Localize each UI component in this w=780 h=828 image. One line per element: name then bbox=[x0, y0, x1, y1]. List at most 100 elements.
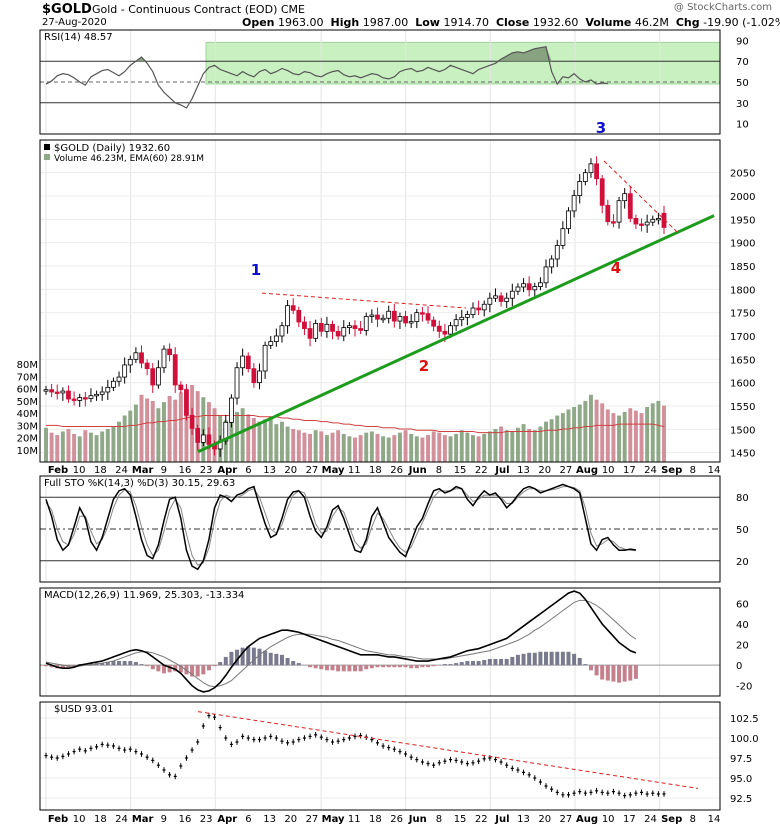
volume-bar bbox=[257, 421, 262, 462]
price-x-tick-label: 24 bbox=[644, 465, 657, 476]
macd-histogram-bar bbox=[510, 656, 515, 666]
volume-bar bbox=[105, 429, 110, 462]
volume-bar bbox=[369, 431, 374, 462]
candle-body bbox=[538, 282, 543, 287]
candle-body bbox=[161, 348, 167, 369]
macd-histogram-bar bbox=[459, 662, 464, 666]
volume-bar bbox=[173, 399, 178, 462]
rsi-y-tick-label: 30 bbox=[736, 99, 749, 110]
price-x-tick-label: 11 bbox=[348, 465, 361, 476]
volume-bar bbox=[386, 437, 391, 462]
candle-body bbox=[594, 163, 599, 180]
macd-histogram-bar bbox=[594, 665, 599, 676]
candle-body bbox=[228, 397, 234, 423]
candle-body bbox=[318, 322, 324, 332]
sto-panel-frame bbox=[39, 475, 721, 583]
price-x-tick-label: 24 bbox=[115, 465, 128, 476]
rsi-y-tick-label: 70 bbox=[736, 57, 749, 68]
candle-body bbox=[391, 310, 397, 322]
volume-bar bbox=[240, 408, 245, 462]
macd-y-tick-label: -20 bbox=[736, 682, 752, 693]
volume-bar bbox=[628, 408, 633, 462]
usd-x-tick-label: Jun bbox=[408, 814, 427, 825]
candle-body bbox=[459, 316, 465, 321]
price-title: $GOLD (Daily) 1932.60 bbox=[54, 143, 170, 154]
macd-y-tick-label: 40 bbox=[736, 620, 749, 631]
candle-body bbox=[172, 354, 178, 386]
price-x-tick-label: 22 bbox=[475, 465, 488, 476]
macd-histogram-bar bbox=[420, 665, 425, 668]
price-x-tick-label: Apr bbox=[217, 465, 237, 476]
candle-body bbox=[431, 319, 437, 327]
candle-body bbox=[504, 297, 510, 302]
macd-histogram-bar bbox=[173, 665, 178, 672]
macd-histogram-bar bbox=[274, 653, 279, 666]
usd-x-tick-label: 27 bbox=[560, 814, 573, 825]
candle-body bbox=[105, 386, 111, 393]
volume-bar bbox=[499, 426, 504, 462]
sto-title: Full STO %K(14,3) %D(3) 30.15, 29.63 bbox=[44, 478, 235, 489]
volume-legend-icon bbox=[44, 154, 50, 160]
volume-bar bbox=[313, 430, 318, 462]
macd-histogram-bar bbox=[167, 665, 172, 673]
candle-body bbox=[380, 317, 386, 321]
candle-body bbox=[167, 348, 173, 356]
volume-ema-line bbox=[46, 415, 665, 434]
volume-bar bbox=[448, 436, 453, 462]
volume-bar bbox=[555, 415, 560, 462]
price-x-tick-label: May bbox=[322, 465, 345, 476]
macd-histogram-bar bbox=[117, 661, 122, 666]
candle-body bbox=[43, 389, 49, 392]
volume-bar bbox=[139, 394, 144, 462]
macd-histogram-bar bbox=[364, 665, 369, 670]
candle-body bbox=[94, 393, 99, 397]
macd-histogram-bar bbox=[139, 664, 144, 666]
candle-body bbox=[279, 325, 285, 337]
macd-y-tick-label: 0 bbox=[736, 661, 742, 672]
volume-bar bbox=[588, 394, 593, 462]
price-y-tick-label: 1850 bbox=[730, 262, 755, 273]
macd-histogram-bar bbox=[577, 657, 582, 666]
candle-body bbox=[324, 323, 330, 332]
candle-body bbox=[509, 290, 515, 299]
resistance-line-1 bbox=[261, 292, 467, 309]
macd-panel-frame bbox=[39, 587, 721, 697]
macd-histogram-bar bbox=[431, 665, 436, 667]
macd-histogram-bar bbox=[386, 665, 391, 668]
macd-histogram-bar bbox=[336, 665, 341, 672]
volume-bar bbox=[476, 436, 481, 462]
volume-bar bbox=[437, 432, 442, 462]
price-x-tick-label: Aug bbox=[576, 465, 598, 476]
macd-histogram-bar bbox=[240, 647, 245, 666]
volume-bar bbox=[72, 433, 77, 462]
candle-body bbox=[358, 328, 364, 331]
volume-bar bbox=[162, 402, 166, 462]
macd-histogram-bar bbox=[572, 653, 577, 666]
usd-x-tick-label: May bbox=[322, 814, 345, 825]
volume-bar bbox=[515, 427, 520, 462]
candle-body bbox=[442, 330, 448, 335]
candle-body bbox=[588, 163, 594, 174]
volume-bar bbox=[251, 418, 256, 462]
volume-bar bbox=[60, 431, 65, 462]
candle-body bbox=[448, 325, 453, 335]
watermark: @ StockCharts.com bbox=[673, 2, 772, 13]
candle-body bbox=[111, 380, 116, 388]
candle-body bbox=[302, 321, 307, 329]
candle-body bbox=[184, 389, 189, 416]
usd-y-tick-label: 97.5 bbox=[730, 754, 752, 765]
volume-bar bbox=[167, 396, 172, 462]
rsi-highlight-band bbox=[205, 41, 721, 85]
volume-bar bbox=[397, 432, 402, 462]
candle-body bbox=[487, 297, 493, 305]
volume-bar bbox=[645, 407, 650, 462]
volume-y-tick-label: 50M bbox=[17, 397, 38, 408]
macd-histogram-bar bbox=[527, 652, 532, 666]
volume-bar bbox=[263, 419, 268, 462]
price-y-tick-label: 1450 bbox=[730, 449, 755, 460]
usd-x-tick-label: 18 bbox=[369, 814, 382, 825]
candle-body bbox=[453, 319, 459, 327]
candle-body bbox=[307, 328, 313, 339]
macd-histogram-bar bbox=[566, 651, 571, 666]
macd-histogram-bar bbox=[235, 649, 240, 666]
